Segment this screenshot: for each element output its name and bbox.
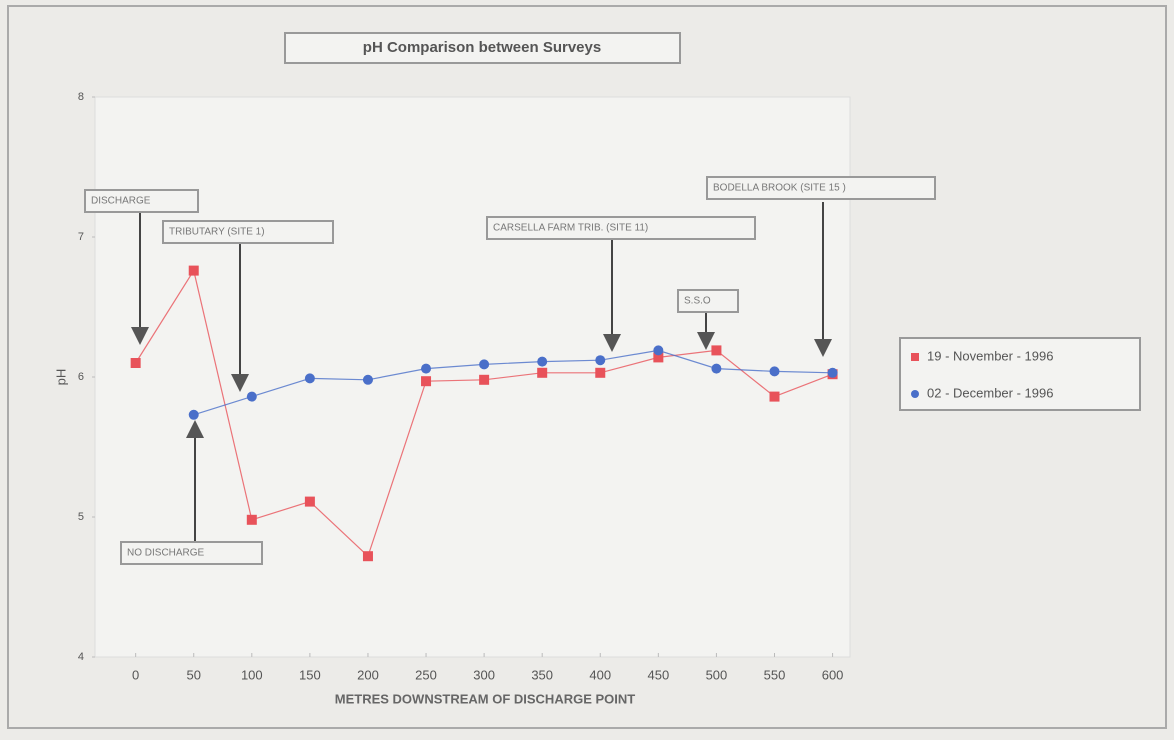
- marker: [304, 373, 315, 384]
- marker: [362, 551, 373, 562]
- annotation-box: [677, 289, 739, 313]
- marker: [246, 514, 257, 525]
- x-tick-label: 400: [589, 667, 611, 682]
- annotation-box: [84, 189, 199, 213]
- marker: [421, 376, 432, 387]
- marker: [653, 345, 664, 356]
- legend-label: 19 - November - 1996: [927, 348, 1053, 363]
- annotation-box: [486, 216, 756, 240]
- legend-label: 02 - December - 1996: [927, 385, 1053, 400]
- x-tick-label: 600: [822, 667, 844, 682]
- marker: [595, 367, 606, 378]
- legend-box: [899, 337, 1141, 411]
- y-tick-label: 7: [78, 231, 84, 243]
- x-tick-label: 150: [299, 667, 321, 682]
- y-tick-label: 4: [78, 651, 84, 663]
- marker: [711, 345, 722, 356]
- title-box: [284, 32, 681, 64]
- annotation-label: BODELLA BROOK (SITE 15 ): [713, 183, 846, 194]
- marker: [537, 356, 548, 367]
- marker: [595, 355, 606, 366]
- annotation-arrowhead: [186, 420, 204, 438]
- x-tick-label: 100: [241, 667, 263, 682]
- marker: [479, 374, 490, 385]
- x-tick-label: 250: [415, 667, 437, 682]
- annotation-box: [162, 220, 334, 244]
- marker: [711, 363, 722, 374]
- marker: [188, 409, 199, 420]
- marker: [479, 359, 490, 370]
- annotation-arrowhead: [131, 327, 149, 345]
- annotation-box: [706, 176, 936, 200]
- annotation-label: DISCHARGE: [91, 196, 151, 207]
- y-axis-label: pH: [53, 369, 68, 386]
- marker: [827, 367, 838, 378]
- marker: [769, 366, 780, 377]
- marker: [769, 391, 780, 402]
- marker: [537, 367, 548, 378]
- marker: [304, 496, 315, 507]
- y-tick-label: 5: [78, 511, 84, 523]
- x-axis-label: METRES DOWNSTREAM OF DISCHARGE POINT: [335, 691, 636, 706]
- x-tick-label: 200: [357, 667, 379, 682]
- x-tick-label: 450: [647, 667, 669, 682]
- marker: [653, 352, 664, 363]
- y-tick-label: 6: [78, 371, 84, 383]
- annotation-label: TRIBUTARY (SITE 1): [169, 227, 265, 238]
- x-tick-label: 0: [132, 667, 139, 682]
- y-tick-label: 8: [78, 91, 84, 103]
- annotation-arrowhead: [814, 339, 832, 357]
- x-tick-label: 500: [706, 667, 728, 682]
- annotation-label: NO DISCHARGE: [127, 548, 205, 559]
- marker: [421, 363, 432, 374]
- marker: [130, 358, 141, 368]
- marker: [362, 374, 373, 385]
- annotation-arrowhead: [697, 332, 715, 350]
- x-tick-label: 350: [531, 667, 553, 682]
- legend-swatch: [911, 390, 919, 398]
- legend-swatch: [911, 353, 919, 361]
- annotation-arrowhead: [603, 334, 621, 352]
- annotation-label: CARSELLA FARM TRIB. (SITE 11): [493, 223, 648, 234]
- x-tick-label: 50: [186, 667, 200, 682]
- annotation-arrowhead: [231, 374, 249, 392]
- series-line: [193, 349, 833, 416]
- annotation-label: S.S.O: [684, 296, 711, 307]
- x-tick-label: 550: [764, 667, 786, 682]
- marker: [246, 391, 257, 402]
- chart-title: pH Comparison between Surveys: [363, 39, 601, 56]
- marker: [188, 265, 199, 276]
- annotation-box: [120, 541, 263, 565]
- x-tick-label: 300: [473, 667, 495, 682]
